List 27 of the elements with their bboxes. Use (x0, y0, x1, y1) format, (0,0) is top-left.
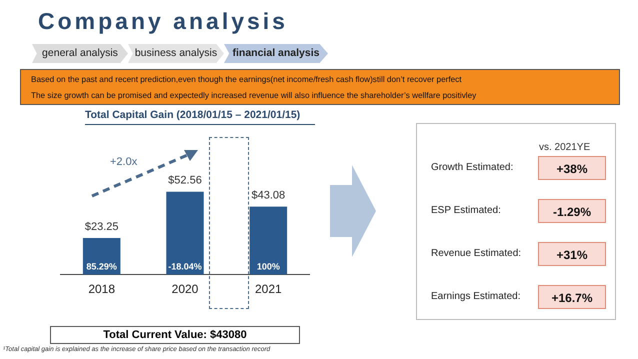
data-label: $52.56 (168, 174, 202, 187)
annotation: 100% (256, 262, 280, 272)
x-tick-label: 2021 (254, 282, 282, 296)
text: +38% (556, 162, 588, 176)
text: business analysis (128, 44, 224, 63)
text: +2.0x (110, 156, 138, 168)
text: Total Current Value: $43080 (50, 326, 300, 344)
chart-title: Total Capital Gain (2018/01/15 – 2021/01/15) (85, 109, 315, 125)
data-label: $43.08 (252, 190, 286, 202)
text: Based on the past and recent prediction,even though the earnings(net income/fresh cash flow)still don’t recover perfect (31, 74, 463, 86)
category-label: Growth Estimated: (431, 162, 514, 173)
text: Company analysis (38, 8, 288, 35)
text: +31% (556, 248, 588, 262)
x-tick-label: 2020 (172, 282, 199, 296)
text: vs. 2021YE (539, 142, 590, 153)
text: financial analysis (224, 44, 328, 63)
text: The size growth can be promised and expectedly increased revenue will also influence the shareholder’s wellfare positivley (31, 90, 478, 102)
text: general analysis (32, 44, 128, 63)
x-tick-label: 2018 (88, 282, 116, 296)
category-label: ESP Estimated: (431, 205, 501, 216)
data-label: $23.25 (84, 220, 118, 233)
category-label: Revenue Estimated: (431, 248, 522, 259)
text: -1.29% (552, 205, 592, 219)
annotation: 85.29% (86, 262, 117, 272)
annotation: -18.04% (168, 262, 202, 272)
category-label: Earnings Estimated: (431, 291, 520, 302)
text: +16.7% (551, 291, 593, 305)
